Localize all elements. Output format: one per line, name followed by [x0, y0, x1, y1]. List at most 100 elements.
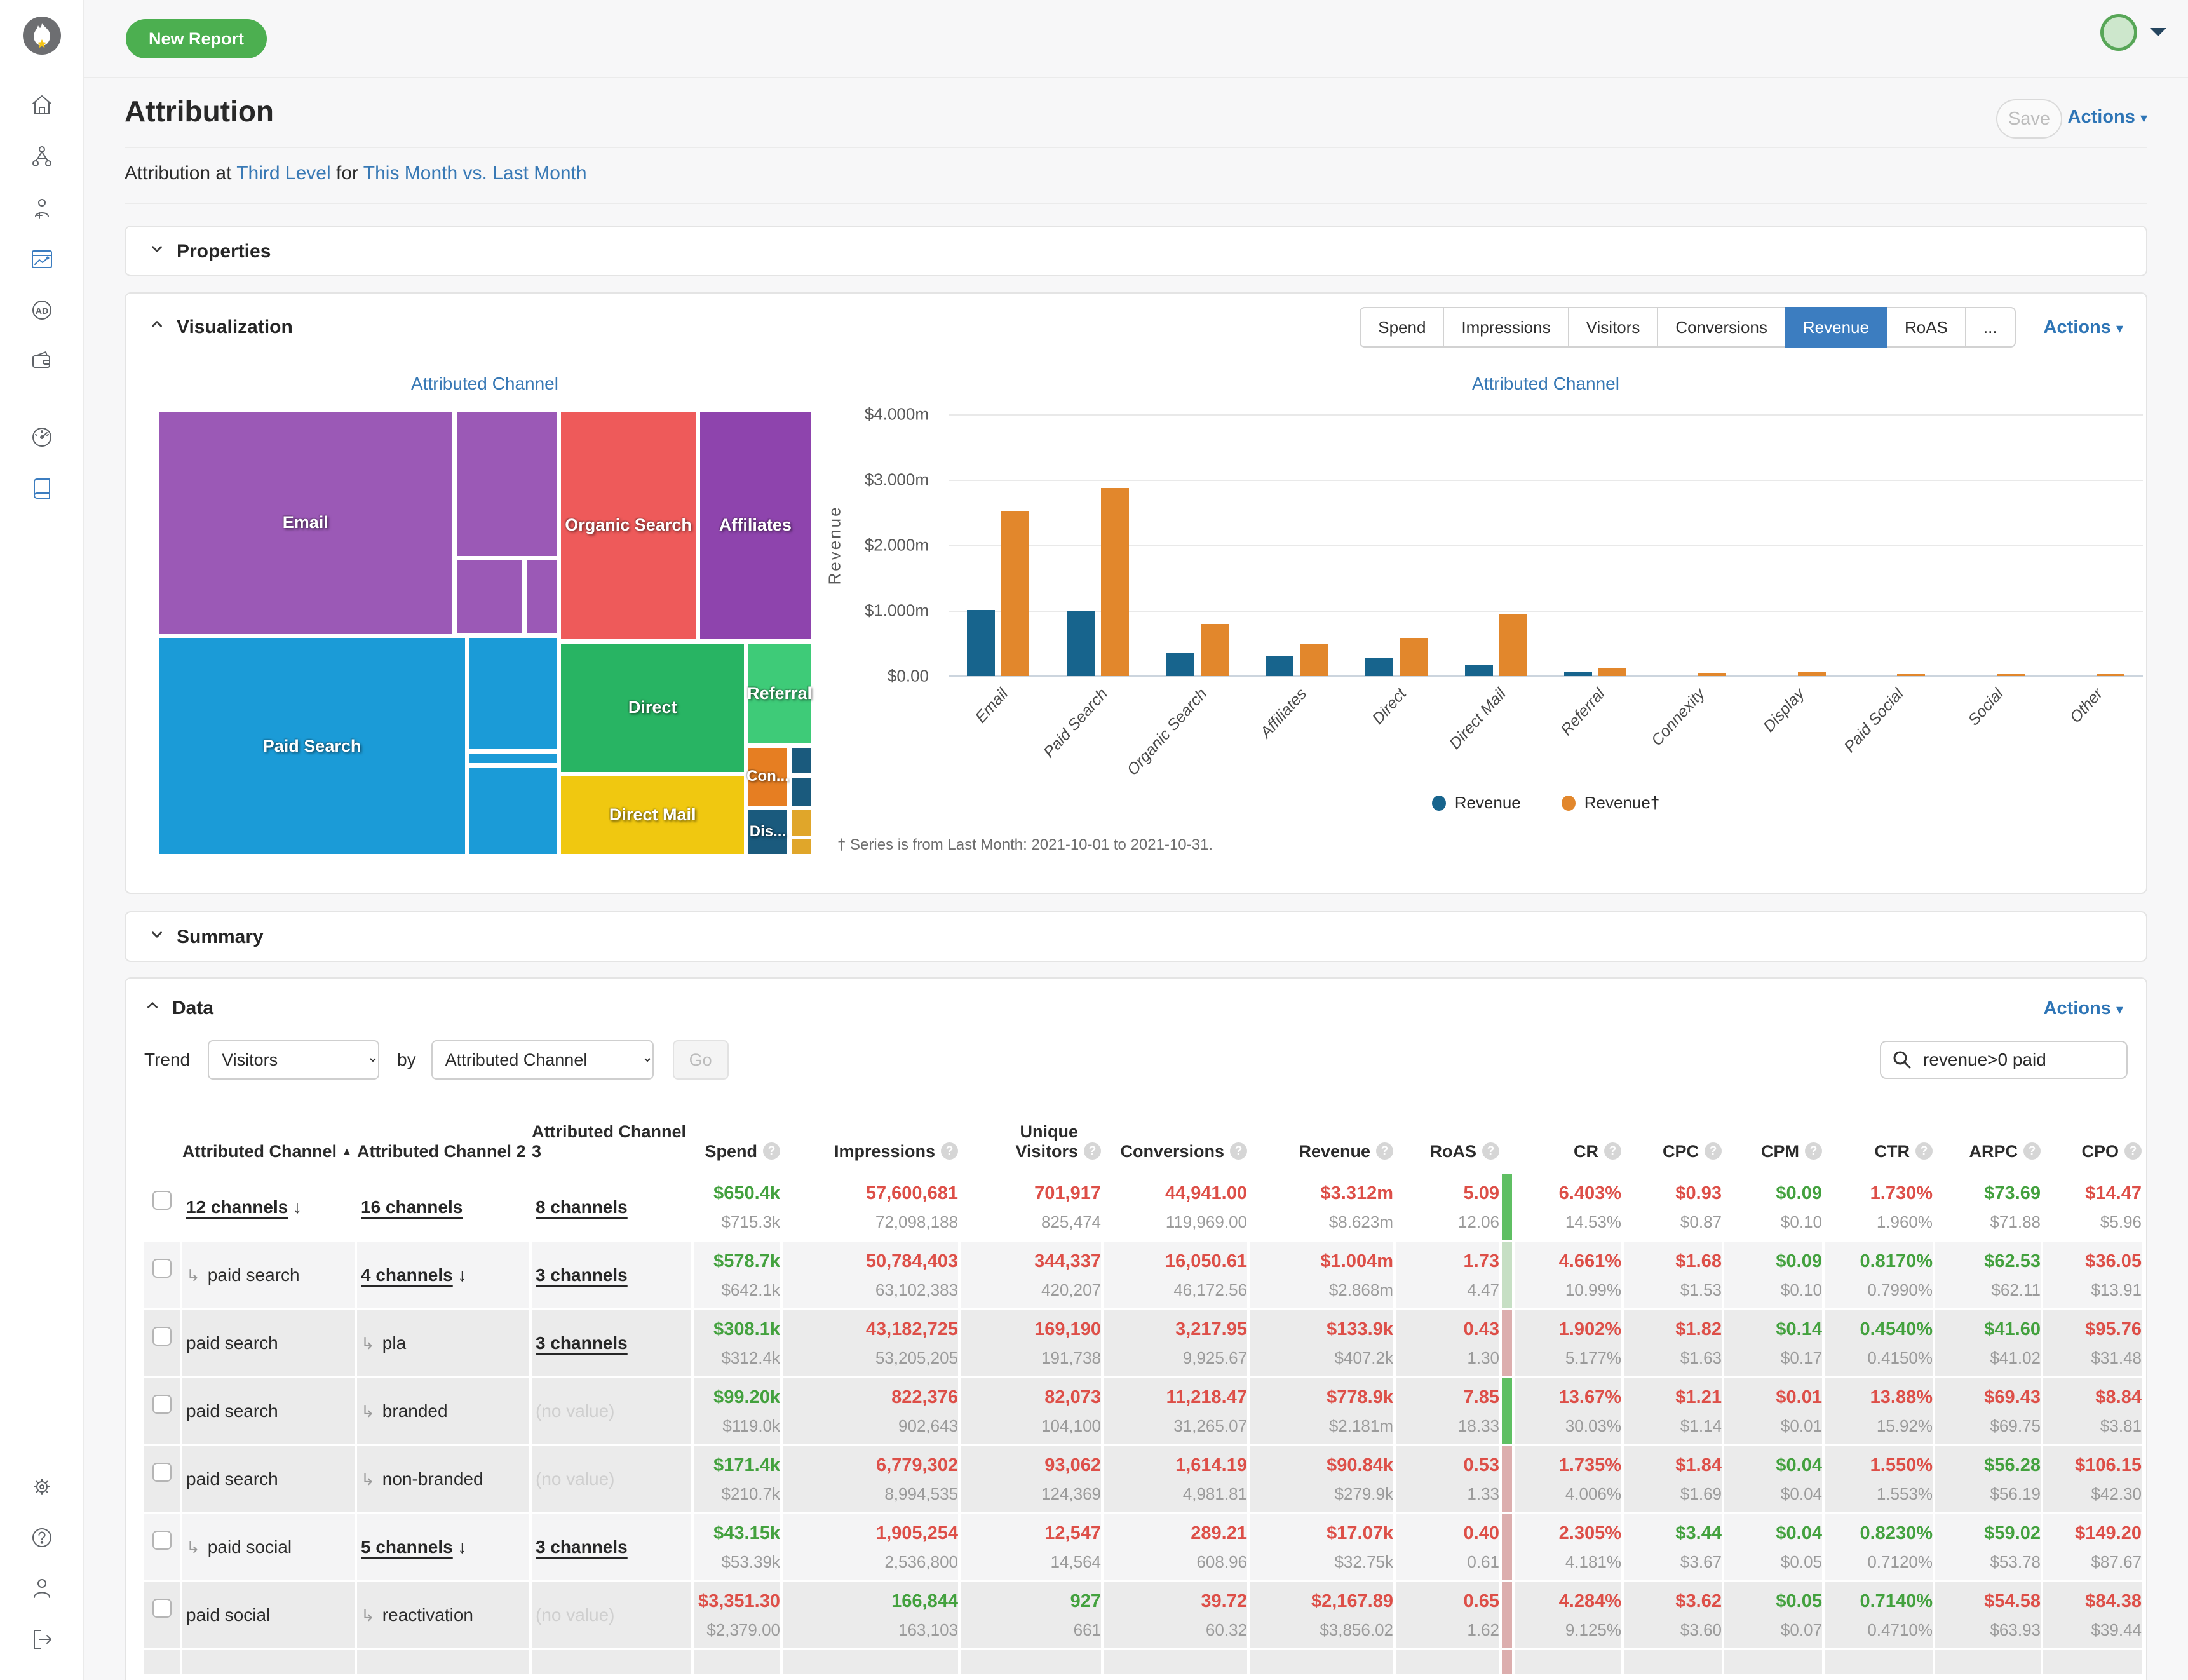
header-unique-visitors[interactable]: Unique Visitors?	[961, 1099, 1101, 1169]
new-report-button[interactable]: New Report	[126, 19, 267, 58]
treemap-cell[interactable]	[790, 838, 812, 855]
treemap-cell[interactable]	[468, 766, 558, 855]
summary-toggle[interactable]: Summary	[149, 926, 264, 948]
bar-revenue[interactable]	[1997, 674, 2025, 676]
bar-revenue[interactable]	[1101, 488, 1129, 676]
tab-visitors[interactable]: Visitors	[1567, 307, 1659, 348]
bar-revenue[interactable]	[1001, 511, 1030, 676]
drill-link[interactable]: 16 channels	[361, 1197, 463, 1217]
help-icon[interactable]: ?	[1376, 1142, 1393, 1160]
header-conversions[interactable]: Conversions?	[1104, 1099, 1247, 1169]
header-roas[interactable]: RoAS?	[1396, 1099, 1499, 1169]
save-button[interactable]: Save	[1996, 99, 2062, 139]
help-icon[interactable]: ?	[2124, 1142, 2142, 1160]
drill-link[interactable]: 12 channels	[186, 1197, 288, 1217]
treemap-cell-direct-mail[interactable]: Direct Mail	[560, 775, 745, 855]
data-toggle[interactable]: Data	[144, 998, 213, 1019]
tab-conversions[interactable]: Conversions	[1657, 307, 1786, 348]
help-icon[interactable]	[28, 1524, 56, 1552]
search-input[interactable]	[1880, 1041, 2128, 1079]
row-checkbox[interactable]	[152, 1599, 172, 1618]
speedometer-icon[interactable]	[28, 423, 56, 451]
treemap-cell[interactable]	[525, 559, 558, 635]
bar-revenue[interactable]	[1564, 671, 1593, 676]
bar-revenue[interactable]	[1499, 614, 1527, 676]
help-icon[interactable]: ?	[1915, 1142, 1933, 1160]
go-button[interactable]: Go	[672, 1040, 729, 1080]
row-checkbox[interactable]	[152, 1191, 172, 1210]
bar-revenue[interactable]	[1200, 623, 1229, 676]
treemap-cell[interactable]	[790, 776, 812, 807]
treemap-cell-affiliates[interactable]: Affiliates	[698, 410, 812, 640]
gear-icon[interactable]	[28, 1473, 56, 1501]
treemap-cell[interactable]	[468, 752, 558, 765]
row-checkbox[interactable]	[152, 1531, 172, 1550]
bar-revenue[interactable]	[1365, 658, 1394, 676]
properties-toggle[interactable]: Properties	[149, 241, 271, 262]
tab-roas[interactable]: RoAS	[1886, 307, 1966, 348]
header-attributed-channel-2[interactable]: Attributed Channel 2	[357, 1142, 526, 1161]
row-checkbox[interactable]	[152, 1463, 172, 1482]
help-icon[interactable]: ?	[941, 1142, 958, 1160]
header-impressions[interactable]: Impressions?	[783, 1099, 958, 1169]
tab-impressions[interactable]: Impressions	[1443, 307, 1569, 348]
header-cpm[interactable]: CPM?	[1724, 1099, 1822, 1169]
org-chart-icon[interactable]	[28, 143, 56, 171]
wallet-icon[interactable]	[28, 347, 56, 375]
data-actions-menu[interactable]: Actions ▾	[2044, 998, 2123, 1019]
treemap-cell-paid-search[interactable]: Paid Search	[158, 637, 467, 855]
treemap-cell-direct[interactable]: Direct	[560, 642, 745, 774]
drill-link[interactable]: 4 channels	[361, 1265, 453, 1285]
bar-revenue[interactable]	[2096, 674, 2124, 676]
bar-revenue[interactable]	[1797, 672, 1826, 676]
treemap-cell-connexity[interactable]: Con...	[746, 747, 789, 807]
logo-flame-icon[interactable]	[22, 15, 62, 56]
help-icon[interactable]: ?	[1705, 1142, 1722, 1160]
bar-revenue[interactable]	[1400, 638, 1428, 676]
drill-link[interactable]: 5 channels	[361, 1537, 453, 1557]
avatar[interactable]	[2100, 14, 2137, 51]
treemap-cell[interactable]	[455, 410, 558, 557]
treemap-cell[interactable]	[455, 559, 523, 635]
bar-revenue[interactable]	[1166, 653, 1194, 676]
legend-item[interactable]: Revenue	[1431, 793, 1521, 813]
visualization-toggle[interactable]: Visualization	[149, 316, 293, 338]
help-icon[interactable]: ?	[1604, 1142, 1621, 1160]
tab-more[interactable]: ...	[1964, 307, 2016, 348]
drill-link[interactable]: 3 channels	[536, 1333, 628, 1353]
logout-icon[interactable]	[28, 1625, 56, 1653]
drill-link[interactable]: 8 channels	[536, 1197, 628, 1217]
tab-spend[interactable]: Spend	[1360, 307, 1445, 348]
person-icon[interactable]	[28, 1575, 56, 1602]
treemap-cell[interactable]	[468, 637, 558, 751]
help-icon[interactable]: ?	[763, 1142, 780, 1160]
person-add-icon[interactable]	[28, 195, 56, 223]
page-actions-menu[interactable]: Actions ▾	[2068, 107, 2147, 128]
header-cpo[interactable]: CPO?	[2043, 1099, 2142, 1169]
book-icon[interactable]	[28, 474, 56, 502]
bar-revenue[interactable]	[1067, 611, 1095, 676]
bar-revenue[interactable]	[1897, 674, 1926, 676]
trend-by-select[interactable]: Attributed Channel	[431, 1040, 654, 1080]
help-icon[interactable]: ?	[1805, 1142, 1822, 1160]
trend-select[interactable]: Visitors	[208, 1040, 380, 1080]
treemap-cell[interactable]	[790, 808, 812, 837]
row-checkbox[interactable]	[152, 1259, 172, 1278]
visualization-actions-menu[interactable]: Actions ▾	[2044, 317, 2123, 338]
help-icon[interactable]: ?	[1230, 1142, 1247, 1160]
row-checkbox[interactable]	[152, 1327, 172, 1346]
avatar-menu-caret-icon[interactable]	[2150, 28, 2166, 44]
treemap-cell-display[interactable]: Dis...	[747, 808, 788, 855]
header-revenue[interactable]: Revenue?	[1250, 1099, 1393, 1169]
bar-revenue[interactable]	[1464, 665, 1493, 676]
drill-link[interactable]: 3 channels	[536, 1265, 628, 1285]
date-range-link[interactable]: This Month vs. Last Month	[363, 163, 587, 184]
bar-revenue[interactable]	[1698, 672, 1727, 676]
help-icon[interactable]: ?	[1482, 1142, 1499, 1160]
treemap-cell[interactable]	[790, 747, 812, 775]
treemap-cell-email[interactable]: Email	[158, 410, 454, 635]
treemap-cell-referral[interactable]: Referral	[747, 642, 812, 745]
treemap-cell-organic-search[interactable]: Organic Search	[560, 410, 697, 640]
bar-revenue[interactable]	[1300, 643, 1328, 676]
tab-revenue[interactable]: Revenue	[1784, 307, 1887, 348]
